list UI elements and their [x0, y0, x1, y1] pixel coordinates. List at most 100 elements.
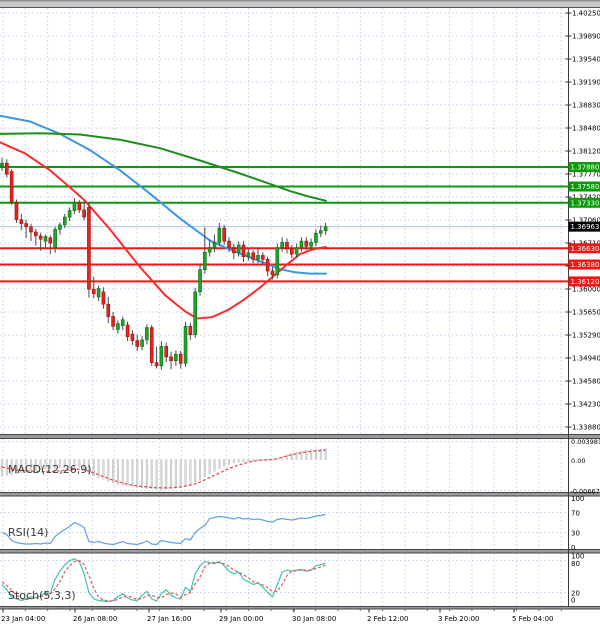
bear-candle [285, 242, 289, 250]
support-badge [568, 243, 600, 254]
macd-bar [179, 459, 182, 488]
macd-bar [121, 459, 124, 486]
bull-candle [72, 202, 77, 211]
stoch-panel [1, 558, 326, 603]
macd-bar [15, 459, 18, 475]
bear-candle [130, 333, 135, 341]
bear-candle [111, 316, 115, 327]
bear-candle [125, 324, 130, 337]
macd-bar [145, 459, 148, 489]
svg-text:23 Jan 04:00: 23 Jan 04:00 [1, 615, 45, 623]
bull-candle [280, 242, 284, 248]
bear-candle [77, 202, 82, 211]
price-badges: 1.37880 1.37580 1.37330 1.36630 1.36380 1.361… [568, 162, 600, 287]
svg-text:1.40250: 1.40250 [572, 10, 600, 18]
macd-bar [261, 459, 264, 461]
bull-candle [236, 244, 241, 254]
bull-candle [183, 325, 188, 364]
bull-candle [207, 247, 212, 253]
macd-bar [310, 449, 313, 460]
macd-bar [141, 459, 144, 489]
bull-candle [62, 216, 67, 226]
svg-text:1.34940: 1.34940 [572, 355, 600, 363]
bull-candle [217, 227, 222, 243]
stoch-d-line [1, 559, 326, 602]
macd-bar [213, 459, 216, 472]
bull-candle [193, 291, 197, 336]
price-axis: 1.40250 1.39890 1.39540 1.39190 1.38830 1.384… [565, 10, 600, 605]
macd-bar [39, 459, 42, 470]
macd-bar [87, 459, 90, 474]
svg-text:1.37060: 1.37060 [572, 217, 600, 225]
macd-bar [208, 459, 211, 475]
svg-text:1.37770: 1.37770 [572, 171, 600, 179]
bear-candle [154, 362, 159, 367]
svg-text:30 Jan 08:00: 30 Jan 08:00 [292, 615, 336, 623]
bear-candle [222, 227, 226, 242]
gridlines [0, 8, 569, 607]
svg-text:1.36000: 1.36000 [572, 286, 600, 294]
panel-separator [0, 606, 600, 609]
macd-panel [0, 448, 327, 490]
macd-bar [112, 459, 115, 484]
bull-candle [275, 247, 280, 276]
ma-mid-red [0, 141, 327, 320]
macd-bar [54, 459, 57, 469]
bull-candle [58, 224, 62, 230]
bear-candle [265, 259, 270, 272]
svg-text:1.38120: 1.38120 [572, 148, 600, 156]
macd-bar [5, 459, 8, 476]
macd-bar [227, 459, 231, 465]
svg-text:1.37880: 1.37880 [571, 164, 600, 172]
bear-candle [34, 231, 38, 237]
bull-candle [145, 327, 149, 341]
bull-candle [212, 242, 217, 248]
svg-text:100: 100 [571, 553, 584, 561]
bull-candle [198, 269, 202, 293]
macd-bar [102, 459, 105, 480]
bear-candle [289, 248, 294, 255]
macd-bar [165, 459, 168, 489]
bull-candle [203, 251, 207, 271]
rsi-line [1, 513, 326, 546]
support-badge [568, 276, 600, 287]
svg-text:20: 20 [571, 590, 580, 598]
svg-text:26 Jan 08:00: 26 Jan 08:00 [73, 615, 117, 623]
macd-bar [10, 459, 13, 476]
svg-text:1.39190: 1.39190 [572, 79, 600, 87]
bear-candle [135, 340, 140, 347]
macd-bar [237, 459, 240, 463]
macd-bar [256, 459, 260, 461]
macd-bar [290, 453, 293, 460]
macd-bar [198, 459, 202, 480]
svg-text:27 Jan 16:00: 27 Jan 16:00 [147, 615, 191, 623]
bear-candle [178, 353, 183, 364]
bear-candle [91, 288, 96, 295]
bear-candle [251, 252, 255, 260]
bull-candle [309, 242, 313, 247]
macd-bar [281, 456, 284, 460]
bull-candle [314, 233, 318, 243]
macd-bar [97, 459, 100, 478]
svg-text:5 Feb 04:00: 5 Feb 04:00 [512, 615, 553, 623]
macd-bar [247, 459, 250, 462]
bull-candle [174, 353, 178, 362]
macd-label: MACD(12,26,9) [8, 463, 92, 476]
svg-text:1.36630: 1.36630 [571, 245, 600, 253]
bull-candle [318, 230, 323, 234]
macd-bar [34, 459, 37, 471]
svg-text:3 Feb 20:00: 3 Feb 20:00 [438, 615, 479, 623]
svg-text:0.003981: 0.003981 [571, 438, 600, 446]
bull-candle [140, 339, 144, 347]
bear-candle [261, 255, 265, 260]
svg-text:0: 0 [571, 544, 575, 552]
svg-text:0: 0 [571, 597, 575, 605]
macd-bar [295, 452, 298, 460]
bear-candle [149, 327, 154, 363]
macd-bar [170, 459, 173, 489]
panel-separator [0, 434, 600, 439]
macd-signal-line [1, 449, 326, 489]
bear-candle [5, 162, 9, 175]
macd-bar [324, 448, 327, 460]
